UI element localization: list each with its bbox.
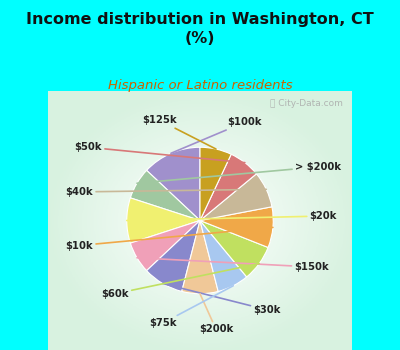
Wedge shape	[200, 220, 247, 292]
Wedge shape	[200, 207, 273, 247]
Wedge shape	[182, 220, 218, 294]
Text: $30k: $30k	[163, 284, 281, 315]
Wedge shape	[130, 220, 200, 271]
Text: $75k: $75k	[149, 286, 233, 328]
Wedge shape	[200, 174, 272, 220]
Text: Hispanic or Latino residents: Hispanic or Latino residents	[108, 79, 292, 92]
Text: $200k: $200k	[199, 294, 233, 335]
Text: $150k: $150k	[137, 258, 329, 272]
Text: Income distribution in Washington, CT
(%): Income distribution in Washington, CT (%…	[26, 12, 374, 46]
Wedge shape	[147, 147, 200, 220]
Wedge shape	[147, 220, 200, 292]
Text: $10k: $10k	[66, 228, 273, 251]
Text: $20k: $20k	[127, 211, 337, 221]
Wedge shape	[200, 220, 268, 277]
Text: > $200k: > $200k	[137, 162, 341, 183]
Wedge shape	[130, 170, 200, 220]
Wedge shape	[200, 147, 231, 220]
Text: $50k: $50k	[75, 142, 245, 163]
Text: ⓘ City-Data.com: ⓘ City-Data.com	[270, 99, 343, 108]
Text: $125k: $125k	[142, 116, 216, 149]
Wedge shape	[127, 198, 200, 243]
Text: $100k: $100k	[171, 117, 262, 153]
Wedge shape	[200, 154, 256, 220]
Text: $40k: $40k	[66, 187, 266, 197]
Text: $60k: $60k	[102, 264, 259, 299]
